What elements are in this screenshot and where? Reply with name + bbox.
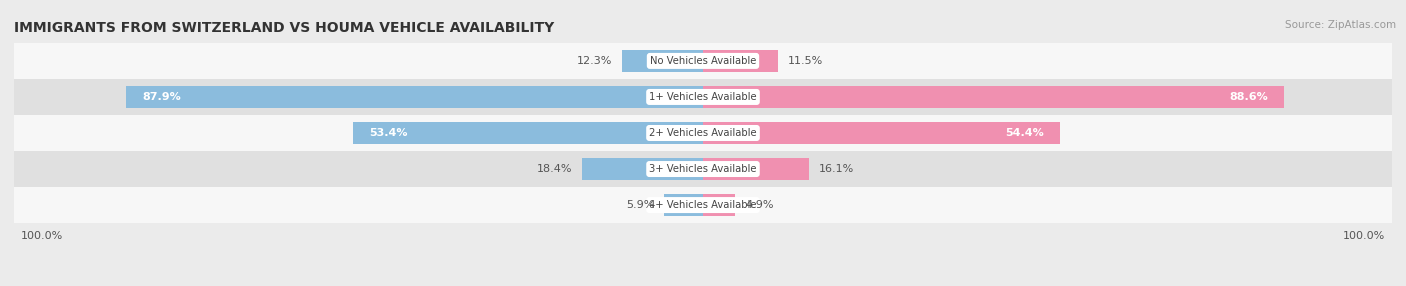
Text: No Vehicles Available: No Vehicles Available: [650, 56, 756, 66]
Text: 87.9%: 87.9%: [142, 92, 181, 102]
Bar: [623, 50, 703, 72]
Bar: [703, 194, 735, 216]
Bar: [703, 158, 808, 180]
Text: Source: ZipAtlas.com: Source: ZipAtlas.com: [1285, 20, 1396, 30]
Bar: [14, 187, 1392, 223]
Text: 11.5%: 11.5%: [789, 56, 824, 66]
Text: IMMIGRANTS FROM SWITZERLAND VS HOUMA VEHICLE AVAILABILITY: IMMIGRANTS FROM SWITZERLAND VS HOUMA VEH…: [14, 21, 554, 35]
Text: 3+ Vehicles Available: 3+ Vehicles Available: [650, 164, 756, 174]
Bar: [14, 151, 1392, 187]
Text: 4.9%: 4.9%: [745, 200, 773, 210]
Text: 100.0%: 100.0%: [21, 231, 63, 241]
Text: 100.0%: 100.0%: [1343, 231, 1385, 241]
Bar: [703, 86, 1284, 108]
Text: 53.4%: 53.4%: [368, 128, 408, 138]
Text: 88.6%: 88.6%: [1229, 92, 1268, 102]
Bar: [582, 158, 703, 180]
Text: 4+ Vehicles Available: 4+ Vehicles Available: [650, 200, 756, 210]
Bar: [14, 79, 1392, 115]
Bar: [353, 122, 703, 144]
Bar: [14, 115, 1392, 151]
Bar: [703, 122, 1060, 144]
Bar: [127, 86, 703, 108]
Bar: [664, 194, 703, 216]
Text: 2+ Vehicles Available: 2+ Vehicles Available: [650, 128, 756, 138]
Text: 12.3%: 12.3%: [576, 56, 613, 66]
Text: 1+ Vehicles Available: 1+ Vehicles Available: [650, 92, 756, 102]
Bar: [703, 50, 779, 72]
Text: 54.4%: 54.4%: [1005, 128, 1043, 138]
Text: 5.9%: 5.9%: [626, 200, 654, 210]
Text: 16.1%: 16.1%: [818, 164, 853, 174]
Bar: [14, 43, 1392, 79]
Text: 18.4%: 18.4%: [537, 164, 572, 174]
